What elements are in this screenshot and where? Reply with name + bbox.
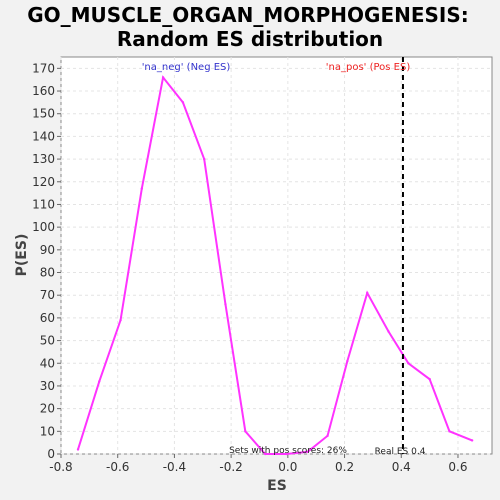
data-point xyxy=(181,101,185,104)
real-es-annotation: Real ES 0.4 xyxy=(375,447,426,457)
y-tick-label: 150 xyxy=(32,107,55,121)
x-tick-label: 0.4 xyxy=(392,460,411,474)
y-tick-label: 110 xyxy=(32,197,55,211)
y-tick-label: 60 xyxy=(40,311,55,325)
y-tick-label: 30 xyxy=(40,379,55,393)
x-tick-label: -0.8 xyxy=(49,460,72,474)
y-axis-ticks: 0 10 20 30 40 50 60 70 80 90 100 110 120 130 140 150 160… xyxy=(32,61,61,461)
plot-area xyxy=(60,56,493,455)
neg-es-label: 'na_neg' (Neg ES) xyxy=(142,62,231,73)
grid-lines xyxy=(60,57,492,455)
y-axis-label: P(ES) xyxy=(14,234,30,277)
chart-title-line1: GO_MUSCLE_ORGAN_MORPHOGENESIS: xyxy=(27,3,469,27)
x-tick-label: 0.0 xyxy=(278,460,297,474)
y-tick-label: 50 xyxy=(40,334,55,348)
data-point xyxy=(161,76,165,79)
x-axis-label: ES xyxy=(267,478,287,494)
data-point xyxy=(98,380,101,383)
x-tick-label: -0.2 xyxy=(219,460,242,474)
y-tick-label: 160 xyxy=(32,84,55,98)
pos-scores-annotation: Sets with pos scores: 26% xyxy=(229,446,347,456)
chart-title-line2: Random ES distribution xyxy=(117,27,383,51)
x-tick-label: 0.6 xyxy=(448,460,467,474)
data-point xyxy=(285,452,288,456)
y-tick-label: 80 xyxy=(40,266,55,280)
y-tick-label: 170 xyxy=(32,61,55,75)
data-point xyxy=(119,318,122,322)
x-tick-label: -0.6 xyxy=(106,460,129,474)
data-point xyxy=(366,291,369,295)
data-point xyxy=(448,430,451,433)
y-tick-label: 90 xyxy=(40,243,55,257)
data-point xyxy=(263,452,267,456)
data-point xyxy=(76,448,80,451)
data-point xyxy=(224,303,227,306)
data-point xyxy=(202,157,206,161)
data-point xyxy=(140,187,144,190)
x-tick-label: -0.4 xyxy=(163,460,186,474)
y-tick-label: 10 xyxy=(40,424,55,438)
y-tick-label: 20 xyxy=(40,402,55,416)
y-tick-label: 0 xyxy=(47,447,55,461)
data-point xyxy=(428,377,431,381)
data-point xyxy=(244,430,247,433)
y-tick-label: 140 xyxy=(32,129,55,143)
y-tick-label: 40 xyxy=(40,356,55,370)
x-tick-label: 0.2 xyxy=(335,460,354,474)
es-distribution-points xyxy=(76,76,474,456)
y-tick-label: 130 xyxy=(32,152,55,166)
data-point xyxy=(306,450,309,453)
y-tick-label: 100 xyxy=(32,220,55,234)
y-tick-label: 120 xyxy=(32,175,55,189)
x-axis-ticks: -0.8 -0.6 -0.4 -0.2 0.0 0.2 0.4 0.6 xyxy=(49,454,468,474)
data-point xyxy=(387,330,390,333)
y-tick-label: 70 xyxy=(40,288,55,302)
data-point xyxy=(346,359,349,363)
data-point xyxy=(407,362,410,365)
es-distribution-line xyxy=(77,75,473,455)
data-point xyxy=(470,439,474,442)
data-point xyxy=(326,434,329,438)
pos-es-label: 'na_pos' (Pos ES) xyxy=(326,62,411,73)
